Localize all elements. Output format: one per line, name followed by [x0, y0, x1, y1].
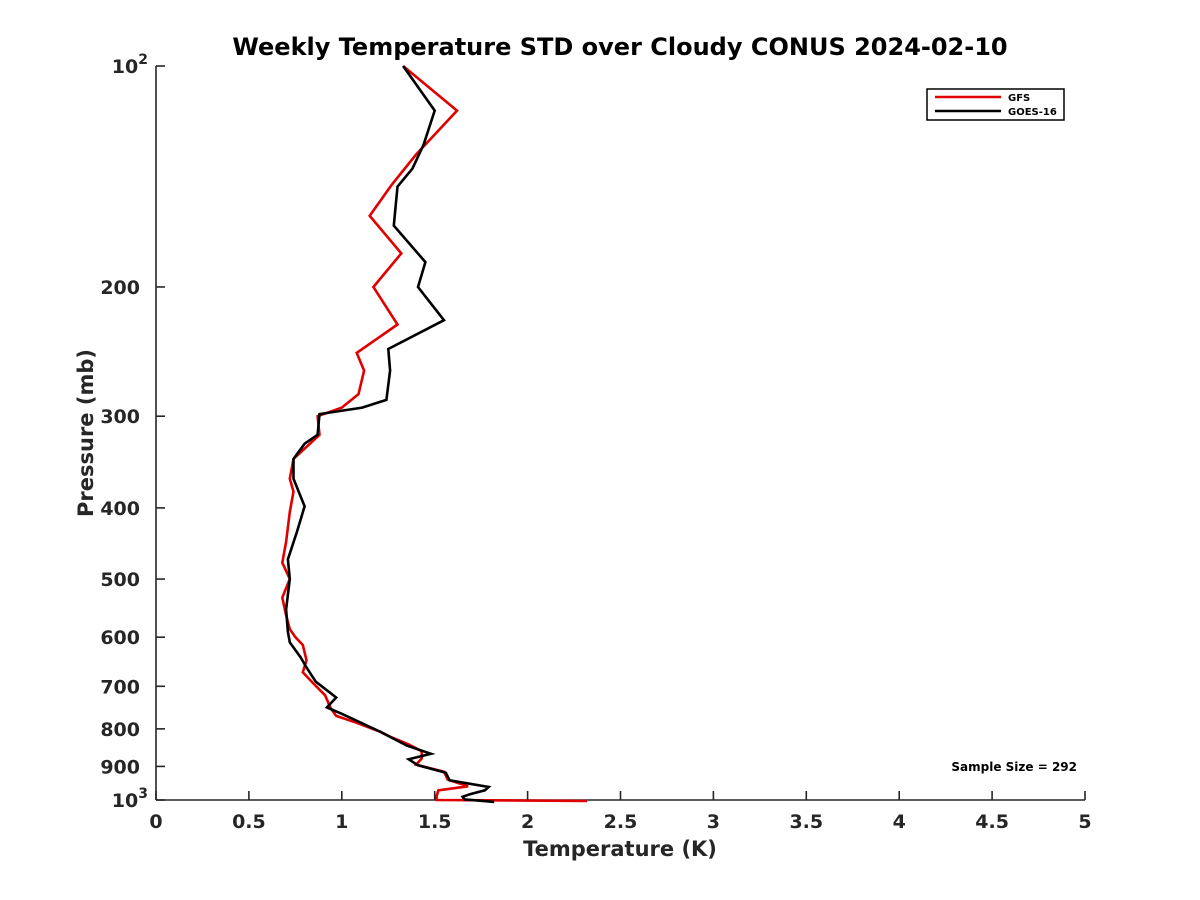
legend-label: GFS [1008, 93, 1030, 104]
x-tick-label: 5 [1078, 811, 1091, 833]
y-tick-label: 500 [100, 569, 140, 591]
y-axis-label: Pressure (mb) [74, 349, 98, 517]
legend: GFS GOES-16 [926, 88, 1065, 121]
x-tick-label: 1 [335, 811, 348, 833]
x-axis: 0 0.5 1 1.5 2 2.5 3 3.5 4 4.5 5 [149, 791, 1092, 833]
legend-box [926, 88, 1065, 121]
y-tick-label: 800 [100, 719, 140, 741]
y-tick-label: 300 [100, 406, 140, 428]
x-tick-label: 2.5 [604, 811, 638, 833]
x-tick-label: 4.5 [975, 811, 1009, 833]
legend-label: GOES-16 [1008, 107, 1057, 118]
y-tick-label: 700 [100, 676, 140, 698]
x-tick-label: 1.5 [418, 811, 452, 833]
x-axis-label: Temperature (K) [523, 837, 717, 861]
y-tick-label: 600 [100, 627, 140, 649]
y-tick-label: 900 [100, 756, 140, 778]
series-line-goes-16 [284, 65, 495, 804]
x-tick-label: 0 [149, 811, 162, 833]
x-tick-label: 2 [521, 811, 534, 833]
x-tick-label: 4 [893, 811, 906, 833]
series-layer [280, 64, 588, 804]
x-tick-label: 3 [707, 811, 720, 833]
y-tick-label: 103 [112, 786, 148, 812]
y-tick-label: 200 [100, 277, 140, 299]
y-tick-label: 400 [100, 498, 140, 520]
y-axis: 102 200 300 400 500 600 700 800 900 103 [100, 52, 165, 812]
y-tick-label: 102 [112, 52, 148, 78]
x-tick-label: 0.5 [232, 811, 266, 833]
sample-size-annotation: Sample Size = 292 [951, 760, 1077, 774]
plot-frame [155, 66, 1085, 801]
x-tick-label: 3.5 [789, 811, 823, 833]
chart-title: Weekly Temperature STD over Cloudy CONUS… [232, 33, 1007, 61]
